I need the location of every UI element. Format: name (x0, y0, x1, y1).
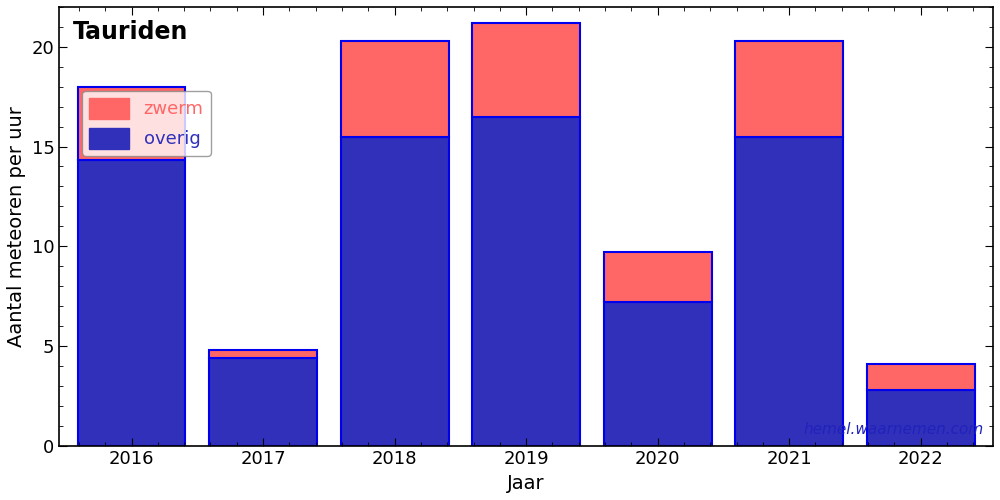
Bar (209, 358, 317, 446)
Bar (867, 390, 975, 446)
X-axis label: Jaar: Jaar (507, 474, 545, 493)
Text: Tauriden: Tauriden (73, 20, 189, 44)
Bar (867, 364, 975, 390)
Bar (604, 302, 712, 446)
Bar (341, 41, 449, 136)
Text: hemel.waarnemen.com: hemel.waarnemen.com (803, 422, 984, 437)
Bar (735, 41, 843, 136)
Bar (604, 252, 712, 302)
Bar (472, 116, 580, 446)
Bar (472, 23, 580, 116)
Bar (78, 160, 185, 446)
Y-axis label: Aantal meteoren per uur: Aantal meteoren per uur (7, 106, 26, 346)
Legend: zwerm, overig: zwerm, overig (82, 90, 211, 156)
Bar (735, 136, 843, 446)
Bar (78, 86, 185, 160)
Bar (209, 350, 317, 358)
Bar (341, 136, 449, 446)
